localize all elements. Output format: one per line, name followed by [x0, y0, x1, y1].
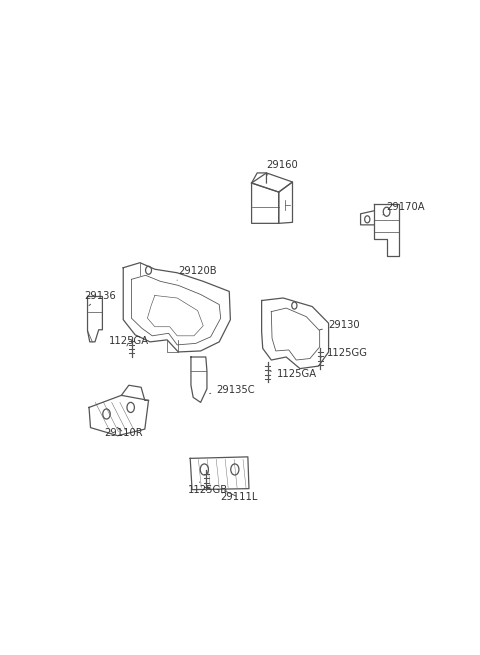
Text: 29160: 29160 — [266, 160, 298, 176]
Text: 29111L: 29111L — [220, 491, 257, 502]
Text: 29120B: 29120B — [177, 267, 217, 280]
Text: 29170A: 29170A — [383, 202, 425, 215]
Text: 1125GG: 1125GG — [321, 348, 368, 358]
Text: 1125GB: 1125GB — [188, 482, 228, 495]
Text: 29110R: 29110R — [105, 427, 143, 438]
Text: 1125GA: 1125GA — [109, 336, 149, 346]
Text: 29135C: 29135C — [210, 385, 255, 395]
Text: 29130: 29130 — [320, 320, 360, 329]
Text: 29136: 29136 — [84, 291, 116, 305]
Text: 1125GA: 1125GA — [270, 369, 317, 379]
